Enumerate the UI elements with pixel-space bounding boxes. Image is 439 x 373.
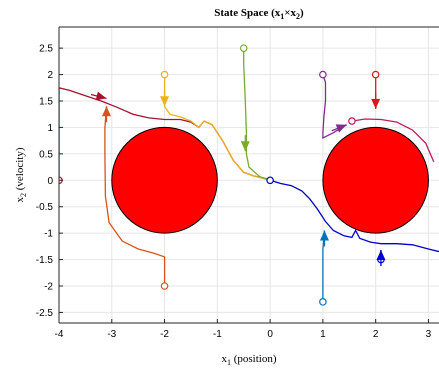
y-tick-label: -1: [44, 229, 53, 240]
y-tick-label: 0: [47, 176, 53, 187]
direction-arrow-head: [371, 98, 381, 109]
direction-arrows: [90, 90, 386, 267]
y-tick-label: 2.5: [39, 44, 53, 55]
trajectory-line: [163, 74, 271, 181]
y-tick-label: 1: [47, 123, 53, 134]
x-tick-label: -4: [55, 329, 64, 340]
start-marker: [160, 282, 169, 290]
obstacle-circle: [322, 126, 429, 234]
x-tick-label: 0: [267, 329, 273, 340]
start-marker: [160, 70, 169, 79]
chart-title: State Space (x1×x2): [214, 7, 304, 21]
trajectory-line: [104, 106, 166, 286]
x-tick-label: 1: [320, 329, 326, 340]
y-tick-label: 2: [47, 70, 53, 81]
y-axis-label: x2 (velocity): [14, 147, 28, 202]
x-tick-label: 3: [426, 329, 432, 340]
y-grid: [59, 47, 439, 313]
direction-arrow-head: [319, 230, 329, 241]
y-tick-label: -2.5: [36, 308, 54, 319]
x-tick-label: 2: [373, 329, 379, 340]
y-tick-labels: -2.5 -2 -1.5 -1 -0.5 0 0.5 1 1.5 2 2.5: [36, 44, 63, 319]
x-axis-label: x1 (position): [221, 353, 276, 367]
x-tick-labels: -4 -3 -2 -1 0 1 2 3: [55, 319, 432, 340]
start-marker: [348, 117, 356, 125]
start-marker: [319, 70, 327, 79]
obstacles: [111, 126, 429, 234]
start-marker: [239, 44, 248, 52]
direction-arrow-head: [160, 96, 170, 107]
direction-arrow-head: [376, 250, 386, 261]
start-marker: [371, 70, 380, 79]
obstacle-circle: [111, 126, 218, 234]
start-marker: [319, 298, 327, 306]
y-tick-label: -0.5: [36, 202, 54, 213]
y-tick-label: -2: [44, 282, 53, 293]
direction-arrow-head: [240, 141, 250, 152]
y-tick-label: 0.5: [39, 149, 53, 160]
start-marker: [266, 176, 274, 185]
trajectory-line: [351, 118, 435, 163]
y-tick-label: -1.5: [36, 255, 54, 266]
x-tick-label: -3: [107, 329, 116, 340]
x-tick-label: -2: [160, 329, 169, 340]
trajectory-line: [269, 179, 439, 253]
direction-arrow-head: [95, 91, 107, 101]
x-tick-label: -1: [213, 329, 222, 340]
direction-arrow-head: [335, 124, 347, 133]
trajectory-line: [322, 74, 347, 140]
direction-arrow-head: [102, 106, 111, 117]
y-tick-label: 1.5: [39, 97, 53, 108]
